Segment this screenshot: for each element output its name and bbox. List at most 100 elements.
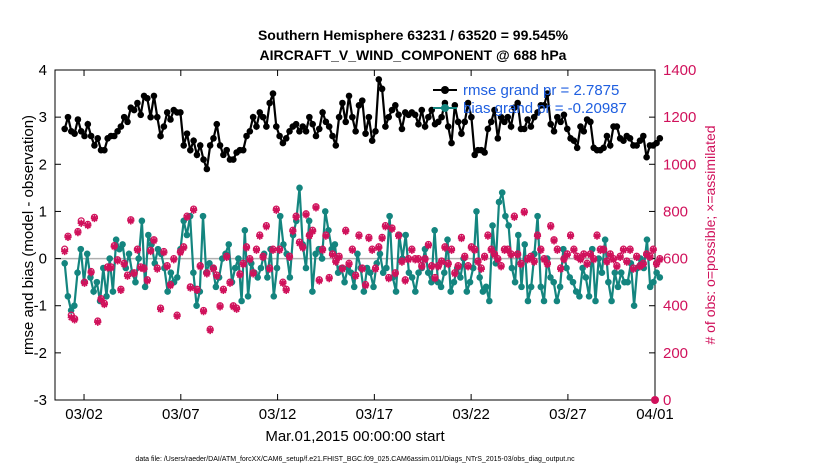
obs-assimilated-point [302, 211, 310, 219]
bias-point [553, 297, 561, 305]
footer-datafile: data file: /Users/raeder/DAI/ATM_forcXX/… [135, 456, 575, 463]
bias-point [656, 274, 664, 281]
rmse-point [296, 127, 303, 135]
rmse-point [626, 135, 634, 142]
obs-assimilated-point [249, 270, 257, 278]
bias-point [412, 288, 419, 295]
bias-point [405, 269, 413, 277]
bias-point [138, 217, 146, 225]
rmse-point [157, 132, 164, 140]
obs-assimilated-point [279, 279, 287, 287]
y-tick-right-label: 1400 [663, 62, 696, 79]
rmse-point [114, 127, 121, 135]
obs-assimilated-point [282, 286, 290, 294]
rmse-point [329, 132, 336, 140]
obs-assimilated-point [140, 265, 148, 273]
rmse-point [180, 142, 188, 149]
rmse-point [110, 132, 118, 140]
obs-assimilated-point [467, 244, 475, 252]
obs-assimilated-point [348, 246, 356, 254]
rmse-point [269, 90, 277, 97]
bias-point [582, 274, 590, 281]
bias-point [508, 264, 516, 272]
obs-assimilated-point [520, 209, 528, 217]
rmse-point [292, 120, 300, 128]
bias-point [440, 269, 448, 277]
series-layer [61, 76, 664, 404]
bias-point [495, 198, 503, 206]
bias-point [280, 241, 287, 248]
rmse-point [117, 123, 125, 130]
legend-rmse-label: rmse grand pr = 2.7875 [463, 82, 619, 99]
obs-assimilated-point [586, 251, 595, 259]
obs-assimilated-point [570, 246, 578, 254]
obs-assimilated-point [292, 213, 300, 221]
bias-point [90, 288, 97, 295]
obs-assimilated-point [553, 246, 561, 254]
rmse-point [358, 97, 366, 104]
obs-assimilated-point [67, 313, 75, 322]
obs-assimilated-point [418, 263, 426, 271]
bias-point [305, 217, 313, 225]
bias-point [518, 283, 525, 291]
rmse-point [153, 113, 161, 121]
obs-assimilated-point [530, 258, 538, 266]
obs-assimilated-point [639, 260, 647, 269]
bias-point [302, 264, 310, 272]
obs-assimilated-point [401, 277, 409, 285]
rmse-point [246, 127, 254, 135]
obs-assimilated-point [259, 253, 267, 261]
obs-assimilated-point [120, 260, 128, 269]
obs-assimilated-point [533, 232, 542, 240]
bias-point [534, 212, 541, 220]
obs-assimilated-point [560, 256, 568, 264]
rmse-point [620, 137, 627, 145]
bias-point [331, 241, 339, 248]
rmse-point [501, 118, 508, 126]
obs-assimilated-point [275, 246, 284, 254]
rmse-point [471, 151, 478, 159]
bias-point [154, 245, 162, 253]
obs-assimilated-point [566, 232, 575, 240]
bias-point [608, 297, 615, 305]
rmse-point [411, 111, 419, 119]
bias-point [624, 278, 631, 286]
obs-assimilated-point [180, 244, 188, 252]
legend-bias-label: bias grand pr = -0.20987 [463, 100, 627, 117]
obs-assimilated-point [368, 246, 376, 254]
bias-point [386, 212, 393, 220]
bias-point [318, 255, 326, 262]
rmse-point [438, 113, 445, 121]
obs-assimilated-point [580, 251, 588, 259]
rmse-point [388, 106, 396, 114]
bias-point [238, 297, 245, 305]
obs-assimilated-point [576, 256, 585, 264]
obs-assimilated-point [70, 316, 79, 324]
obs-assimilated-point [649, 246, 657, 254]
y-tick-left-label: 1 [39, 203, 47, 220]
bias-point [270, 292, 278, 300]
rmse-point [266, 99, 273, 107]
bias-point [83, 250, 91, 258]
bias-point [367, 269, 374, 277]
rmse-point [94, 135, 102, 142]
obs-assimilated-point [643, 251, 651, 259]
rmse-point [101, 146, 108, 154]
y-axis-right-label: # of obs: o=possible; ×=assimilated [702, 125, 718, 344]
obs-assimilated-point [494, 256, 502, 264]
obs-assimilated-point [127, 217, 135, 225]
bias-point [572, 288, 580, 295]
x-tick-label: 03/27 [549, 406, 587, 423]
rmse-point [332, 142, 340, 149]
bias-point [264, 274, 271, 281]
obs-assimilated-point [609, 256, 618, 264]
bias-point [193, 302, 200, 310]
y-tick-left-label: -1 [34, 298, 47, 315]
bias-point [556, 283, 564, 291]
bias-point [489, 222, 496, 229]
rmse-point [91, 142, 98, 149]
obs-assimilated-point [325, 275, 333, 283]
obs-assimilated-point [537, 246, 545, 254]
obs-assimilated-point [547, 223, 555, 231]
rmse-point [636, 137, 644, 145]
